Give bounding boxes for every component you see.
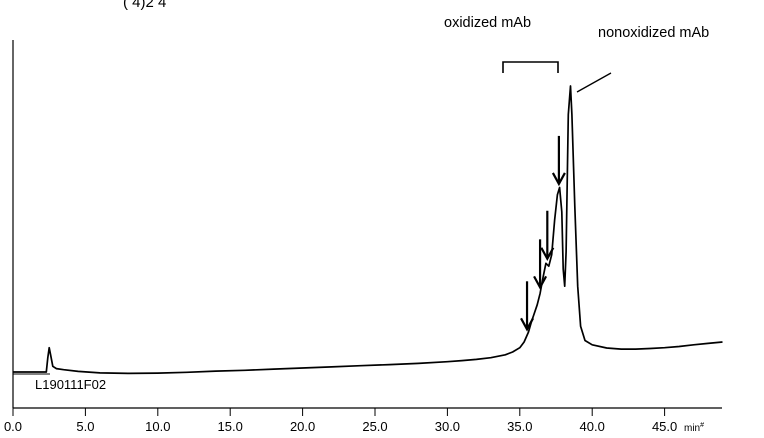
x-tick-label: 10.0 xyxy=(145,419,170,434)
x-tick-label: 15.0 xyxy=(218,419,243,434)
oxidized-bracket xyxy=(502,61,559,73)
arrow-head-4 xyxy=(551,172,566,187)
x-tick-label: 30.0 xyxy=(435,419,460,434)
oxidized-mab-label: oxidized mAb xyxy=(444,15,531,31)
arrow-head-1 xyxy=(520,317,535,332)
sample-label: L190111F02 xyxy=(35,377,106,392)
x-axis-tick-labels: 0.0 5.0 10.0 15.0 20.0 25.0 30.0 35.0 40.0 45.0 xyxy=(4,419,677,434)
x-tick-label: 45.0 xyxy=(652,419,677,434)
nonoxidized-leader-line xyxy=(576,72,612,93)
x-tick-label: 40.0 xyxy=(580,419,605,434)
arrow-head-2 xyxy=(533,275,548,290)
x-axis-ticks xyxy=(12,408,666,416)
cropped-header-text: ( 4)2 4 xyxy=(123,0,166,11)
x-axis-unit-text: min xyxy=(684,423,700,434)
x-tick-label: 35.0 xyxy=(507,419,532,434)
x-axis-unit: min# xyxy=(684,422,704,434)
x-tick-label: 5.0 xyxy=(76,419,94,434)
x-tick-label: 25.0 xyxy=(362,419,387,434)
x-tick-label: 0.0 xyxy=(4,419,22,434)
nonoxidized-mab-label: nonoxidized mAb xyxy=(598,25,709,41)
oxidized-peak-arrows xyxy=(520,135,566,332)
x-tick-label: 20.0 xyxy=(290,419,315,434)
x-axis-unit-mark: # xyxy=(700,422,704,429)
chromatogram-trace xyxy=(13,85,723,375)
arrow-head-3 xyxy=(540,247,555,262)
